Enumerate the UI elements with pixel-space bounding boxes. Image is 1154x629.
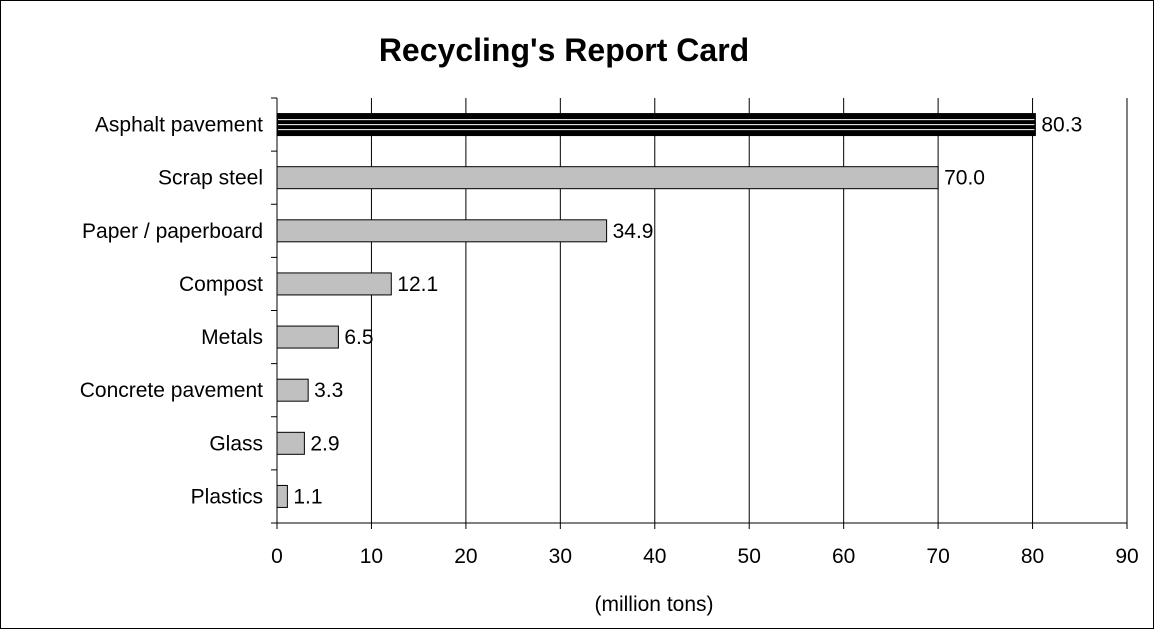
x-tick-label: 30 [549,545,572,568]
x-tick-label: 70 [926,545,949,568]
category-label: Compost [179,273,263,296]
grid-lines [370,98,1128,523]
category-label: Metals [201,326,263,349]
chart-title: Recycling's Report Card [379,32,749,68]
value-label: 70.0 [944,167,985,190]
tick-labels: 0 10 20 30 40 50 60 70 80 90 [271,545,1139,568]
category-label: Paper / paperboard [82,220,263,243]
category-label: Concrete pavement [80,379,263,402]
x-tick-label: 10 [360,545,383,568]
value-labels: 80.3 70.0 34.9 12.1 6.5 3.3 2.9 1.1 [293,114,1082,509]
value-label: 6.5 [344,326,373,349]
category-label: Plastics [191,485,263,508]
x-tick-label: 50 [738,545,761,568]
axes [271,97,1128,529]
bar [276,431,305,455]
category-labels: Asphalt pavement Scrap steel Paper / paper… [80,114,263,509]
bar [276,219,608,243]
bar [276,378,309,402]
bar [276,166,939,190]
category-label: Glass [209,432,263,455]
x-tick-label: 0 [271,545,283,568]
value-label: 2.9 [310,432,339,455]
bar [276,325,339,349]
bar [276,484,288,508]
category-label: Asphalt pavement [95,114,263,137]
x-tick-label: 40 [643,545,666,568]
x-tick-label: 20 [454,545,477,568]
x-tick-label: 90 [1115,545,1138,568]
value-label: 12.1 [397,273,438,296]
value-label: 3.3 [314,379,343,402]
x-tick-label: 60 [832,545,855,568]
bar [276,272,392,296]
x-tick-label: 80 [1021,545,1044,568]
value-label: 1.1 [293,485,322,508]
category-label: Scrap steel [158,167,263,190]
value-label: 80.3 [1041,114,1082,137]
bars [276,113,1036,508]
value-label: 34.9 [613,220,654,243]
x-axis-title: (million tons) [594,593,713,616]
